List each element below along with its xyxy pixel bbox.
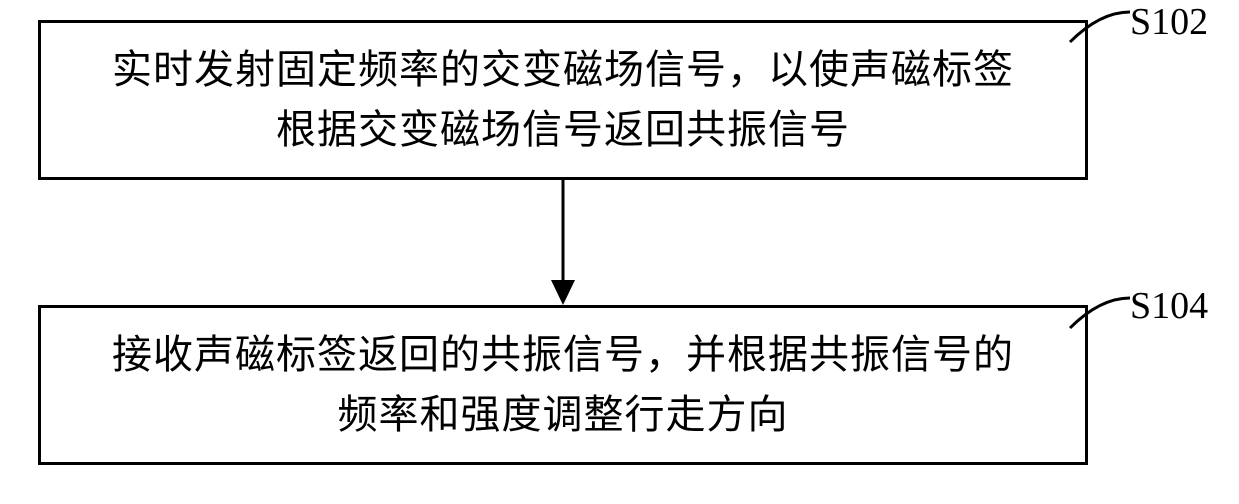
- node-text-line1: 接收声磁标签返回的共振信号，并根据共振信号的: [112, 332, 1014, 377]
- node-text-line1: 实时发射固定频率的交变磁场信号，以使声磁标签: [112, 47, 1014, 92]
- node-label-s104: S104: [1130, 284, 1208, 328]
- flowchart-edge-arrow: [543, 180, 583, 308]
- flowchart-node-s102: 实时发射固定频率的交变磁场信号，以使声磁标签 根据交变磁场信号返回共振信号: [38, 20, 1088, 180]
- node-text-line2: 根据交变磁场信号返回共振信号: [276, 107, 850, 152]
- node-text: 接收声磁标签返回的共振信号，并根据共振信号的 频率和强度调整行走方向: [100, 317, 1026, 453]
- node-label-s102: S102: [1130, 0, 1208, 44]
- flowchart-canvas: 实时发射固定频率的交变磁场信号，以使声磁标签 根据交变磁场信号返回共振信号 S1…: [0, 0, 1239, 504]
- node-text: 实时发射固定频率的交变磁场信号，以使声磁标签 根据交变磁场信号返回共振信号: [100, 32, 1026, 168]
- flowchart-node-s104: 接收声磁标签返回的共振信号，并根据共振信号的 频率和强度调整行走方向: [38, 305, 1088, 465]
- node-text-line2: 频率和强度调整行走方向: [338, 392, 789, 437]
